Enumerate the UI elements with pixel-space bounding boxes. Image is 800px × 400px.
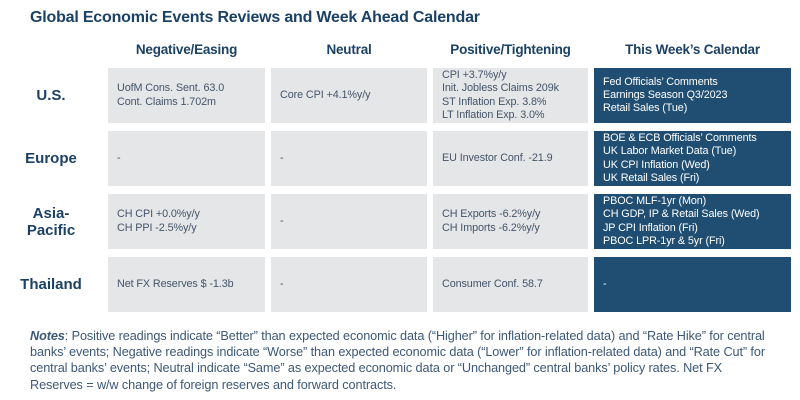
column-header-weeks-calendar: This Week’s Calendar	[625, 42, 760, 57]
cell-europe-positive: EU Investor Conf. -21.9	[433, 131, 588, 186]
cell-europe-negative: -	[108, 131, 265, 186]
column-header-negative-easing: Negative/Easing	[135, 42, 238, 57]
footnotes-label: Notes	[30, 329, 65, 343]
cell-us-positive: CPI +3.7%y/y Init. Jobless Claims 209k S…	[433, 68, 588, 123]
cell-asia-pacific-positive: CH Exports -6.2%y/y CH Imports -6.2%y/y	[433, 194, 588, 249]
footnotes: Notes: Positive readings indicate “Bette…	[30, 328, 768, 393]
cell-us-neutral: Core CPI +4.1%y/y	[271, 68, 427, 123]
column-header-neutral: Neutral	[326, 42, 372, 57]
header-spacer	[0, 34, 102, 60]
cell-thailand-positive: Consumer Conf. 58.7	[433, 257, 588, 312]
cell-us-negative: UofM Cons. Sent. 63.0 Cont. Claims 1.702…	[108, 68, 265, 123]
cell-asia-pacific-negative: CH CPI +0.0%y/y CH PPI -2.5%y/y	[108, 194, 265, 249]
page-title: Global Economic Events Reviews and Week …	[30, 9, 480, 26]
column-header-positive-tightening: Positive/Tightening	[450, 42, 571, 57]
row-label-thailand: Thailand	[20, 276, 82, 293]
cell-thailand-negative: Net FX Reserves $ -1.3b	[108, 257, 265, 312]
footnotes-text: : Positive readings indicate “Better” th…	[30, 329, 765, 392]
cell-europe-calendar: BOE & ECB Officials’ Comments UK Labor M…	[594, 131, 791, 186]
row-label-us: U.S.	[36, 87, 66, 104]
row-label-asia-pacific: Asia-Pacific	[26, 204, 76, 239]
cell-asia-pacific-neutral: -	[271, 194, 427, 249]
cell-us-calendar: Fed Officials’ Comments Earnings Season …	[594, 68, 791, 123]
cell-thailand-calendar: -	[594, 257, 791, 312]
row-label-europe: Europe	[25, 150, 77, 167]
cell-asia-pacific-calendar: PBOC MLF-1yr (Mon) CH GDP, IP & Retail S…	[594, 194, 791, 249]
cell-europe-neutral: -	[271, 131, 427, 186]
economic-events-table: Negative/Easing Neutral Positive/Tighten…	[0, 34, 797, 312]
cell-thailand-neutral: -	[271, 257, 427, 312]
